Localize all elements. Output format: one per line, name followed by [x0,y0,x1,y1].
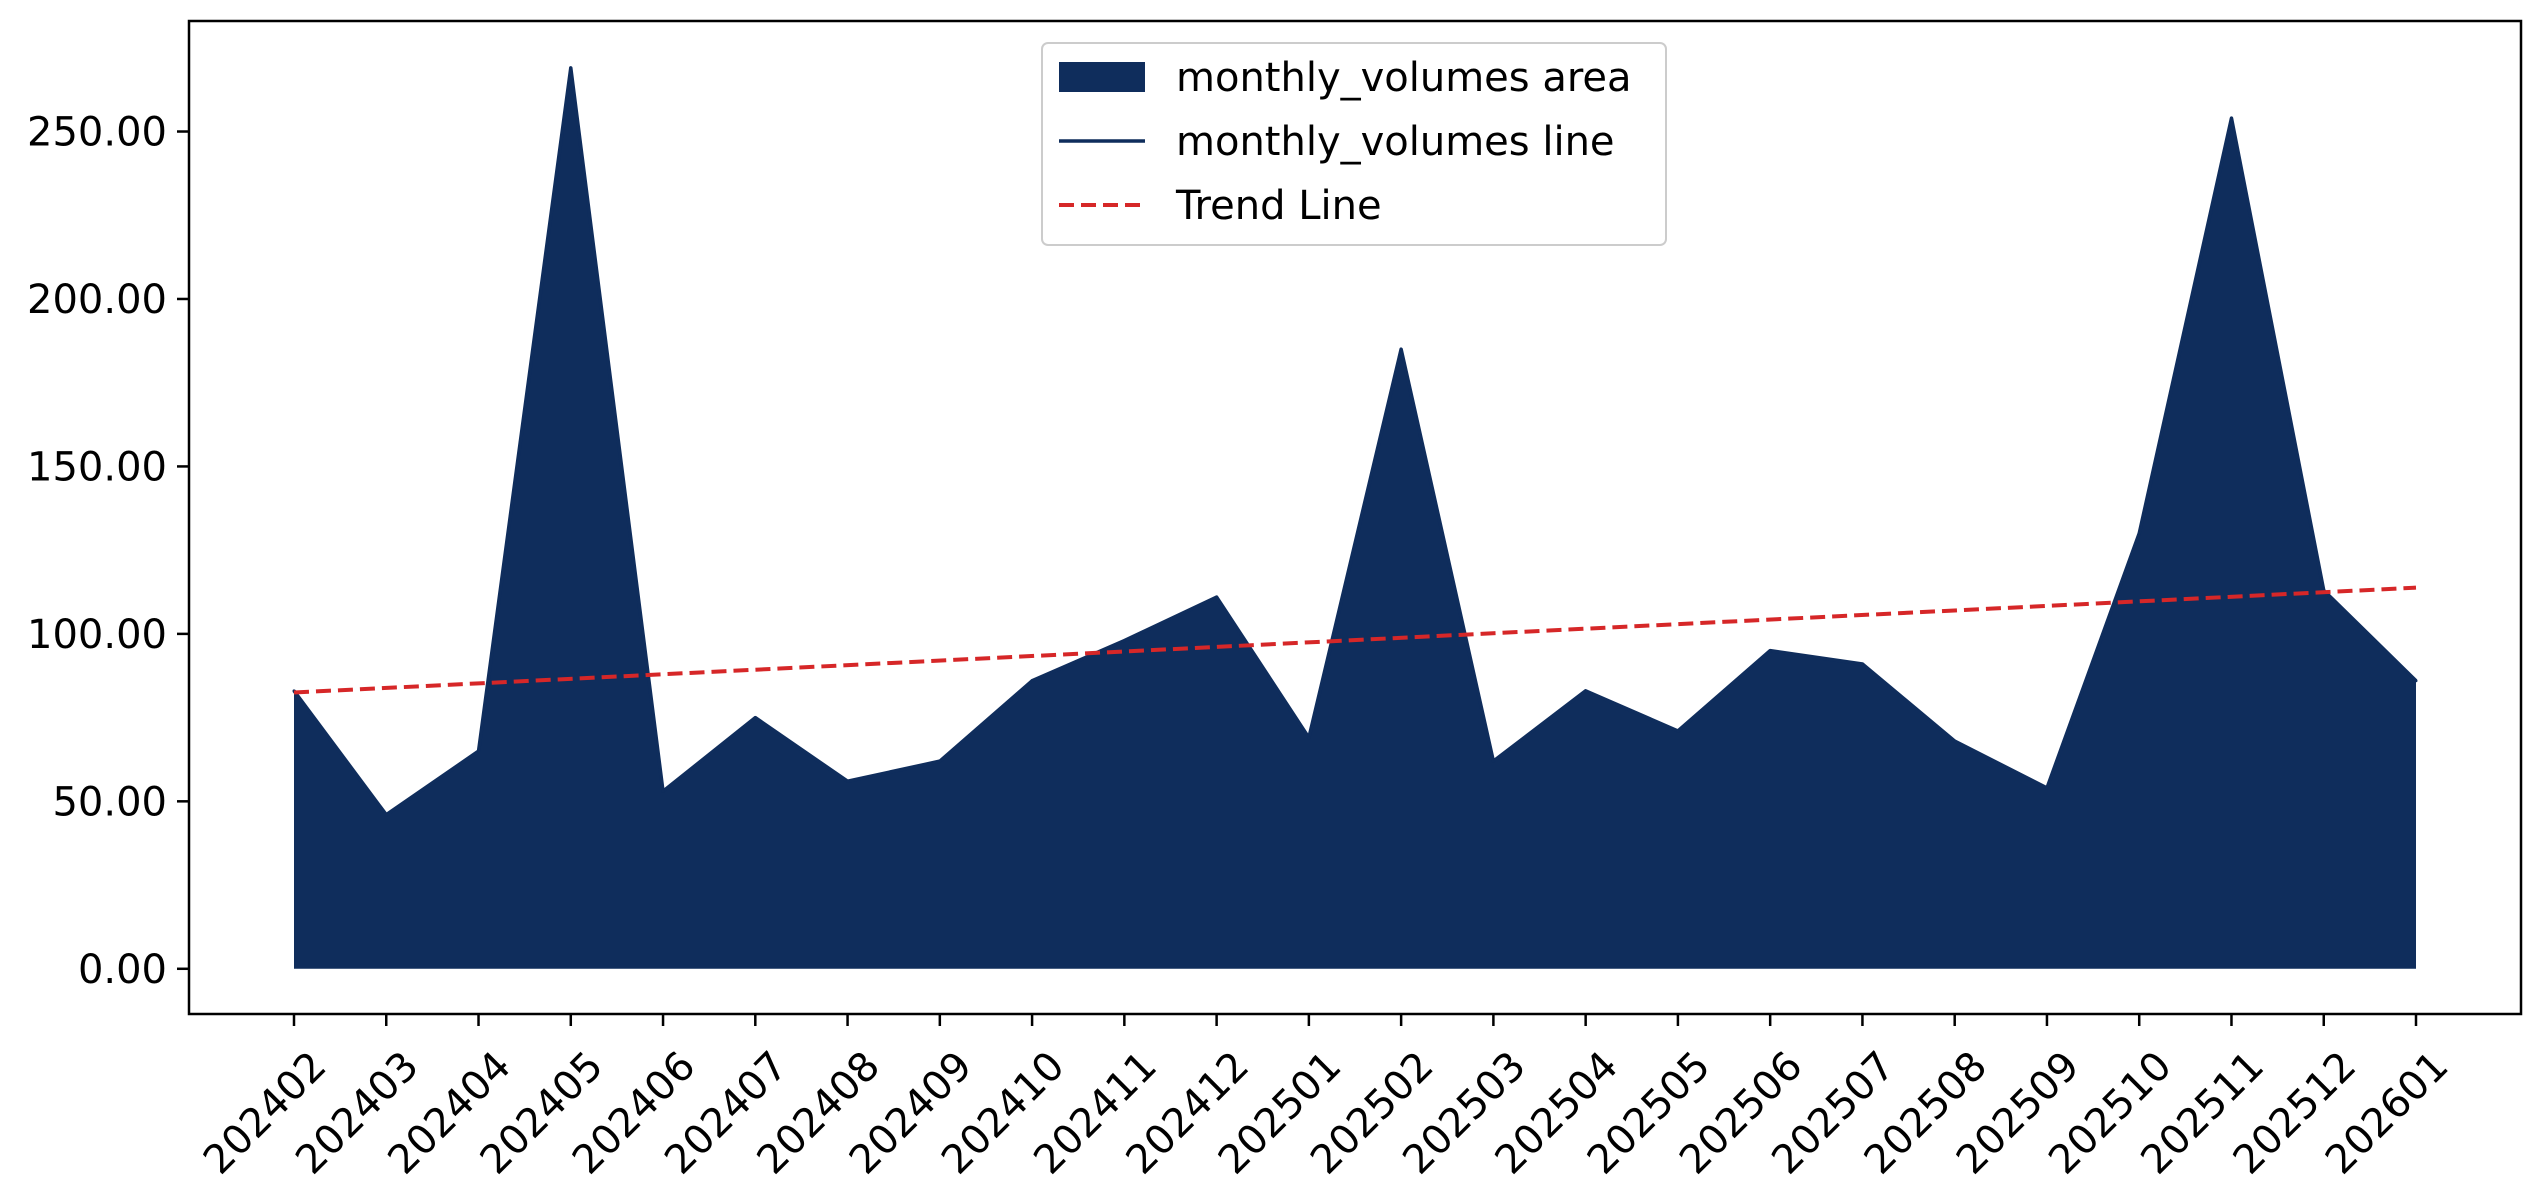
data-point [1768,649,1772,653]
trend-line [293,585,2417,695]
y-tick-label: 50.00 [52,779,167,825]
data-point [384,813,388,817]
y-tick-label: 200.00 [27,277,167,323]
data-point [1215,595,1219,599]
data-point [477,749,481,753]
data-point [1491,759,1495,763]
legend-label-trend: Trend Line [1175,183,1382,229]
data-point [2414,679,2418,683]
data-point [2137,531,2141,535]
plot-frame [187,19,2523,1016]
data-point [938,759,942,763]
legend-label-area: monthly_volumes area [1176,55,1632,101]
data-point [569,66,573,70]
data-point [846,779,850,783]
y-tick-label: 0.00 [78,947,167,993]
plot-layer [292,66,2418,969]
data-point [1953,739,1957,743]
data-point [1399,347,1403,351]
data-point [661,789,665,793]
data-point [2229,116,2233,120]
data-point [1860,662,1864,666]
data-point [1030,679,1034,683]
y-tick-label: 100.00 [27,612,167,658]
data-point [753,716,757,720]
data-point [1676,729,1680,733]
area-fill [294,67,2416,969]
legend: monthly_volumes area monthly_volumes lin… [1041,42,1667,246]
y-tick-label: 250.00 [27,110,167,156]
y-tick-label: 150.00 [27,444,167,490]
legend-label-line: monthly_volumes line [1176,119,1615,165]
legend-swatch-area [1059,62,1145,92]
data-point [1122,639,1126,643]
data-point [1584,689,1588,693]
x-axis: 2024022024032024042024052024062024072024… [195,1014,2457,1183]
y-axis: 0.00 50.00 100.00 150.00 200.00 250.00 [27,110,189,993]
legend-box [1041,42,1667,246]
series-line [292,66,2418,817]
data-point [1307,736,1311,740]
data-point [2045,786,2049,790]
